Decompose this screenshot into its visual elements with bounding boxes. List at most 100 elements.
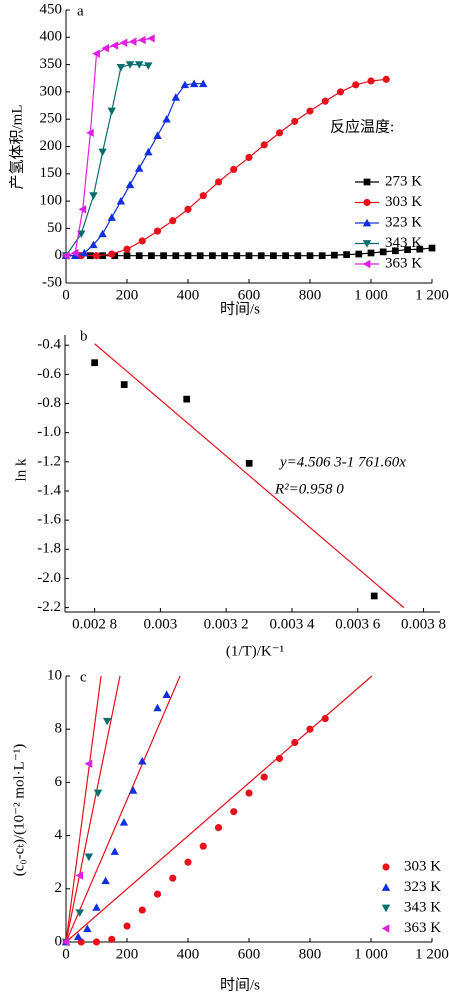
legend-marker xyxy=(363,198,371,207)
legend-marker xyxy=(363,178,371,186)
marker xyxy=(291,738,299,747)
marker xyxy=(416,245,424,253)
marker xyxy=(148,252,155,260)
y-axis-label: (c₀-cₜ)/(10⁻² mol·L⁻¹) xyxy=(11,744,27,876)
marker xyxy=(92,903,101,911)
marker xyxy=(336,88,345,96)
legend-marker xyxy=(382,863,390,871)
y-tick-label: -0.6 xyxy=(37,366,61,382)
marker xyxy=(138,35,146,45)
marker xyxy=(84,853,94,862)
marker xyxy=(214,824,223,832)
marker xyxy=(214,178,223,186)
marker xyxy=(196,252,204,260)
marker xyxy=(83,924,92,933)
marker xyxy=(392,247,399,255)
marker xyxy=(245,789,253,797)
marker xyxy=(306,725,314,733)
y-tick-label: 400 xyxy=(40,29,63,45)
marker xyxy=(84,759,93,768)
fit-line xyxy=(65,675,181,943)
y-tick-label: -1.8 xyxy=(37,541,61,557)
marker xyxy=(138,237,146,245)
legend-marker xyxy=(381,924,390,933)
marker xyxy=(245,252,253,260)
legend-title: 反应温度: xyxy=(330,117,394,135)
marker xyxy=(120,381,128,388)
marker xyxy=(270,252,277,260)
marker xyxy=(107,107,116,116)
panel-label: c xyxy=(80,669,87,685)
marker xyxy=(404,246,411,254)
marker xyxy=(221,252,228,260)
series-line xyxy=(66,78,387,257)
legend-label: 363 K xyxy=(404,920,441,936)
marker xyxy=(77,938,85,946)
x-tick-label: 0.003 xyxy=(144,616,178,632)
marker xyxy=(209,252,216,260)
marker xyxy=(92,252,101,260)
legend-marker xyxy=(362,259,371,269)
marker xyxy=(171,93,180,101)
y-tick-label: 300 xyxy=(40,83,63,99)
y-axis-label: ln k xyxy=(13,458,29,481)
y-tick-label: 150 xyxy=(40,165,63,181)
marker xyxy=(74,932,83,941)
x-tick-label: 600 xyxy=(238,287,261,303)
marker xyxy=(260,141,268,149)
marker xyxy=(138,906,146,914)
marker xyxy=(144,62,153,70)
marker xyxy=(282,252,289,260)
legend-label: 363 K xyxy=(385,255,422,271)
marker xyxy=(367,249,375,257)
y-tick-label: -0.8 xyxy=(37,395,61,411)
marker xyxy=(86,128,94,138)
marker xyxy=(382,75,390,83)
marker xyxy=(169,874,177,882)
x-tick-label: 200 xyxy=(116,287,139,303)
fit-line xyxy=(65,675,102,943)
legend-marker xyxy=(381,904,391,913)
marker xyxy=(125,61,135,69)
marker xyxy=(108,250,116,258)
y-tick-label: 6 xyxy=(55,774,63,790)
y-tick-label: 350 xyxy=(40,56,63,72)
x-axis-label: (1/T)/K⁻¹ xyxy=(226,643,284,659)
marker xyxy=(123,252,131,260)
legend-label: 323 K xyxy=(385,214,422,230)
y-tick-label: -50 xyxy=(42,274,62,290)
marker xyxy=(92,49,100,58)
y-tick-label: -1.4 xyxy=(37,482,61,498)
legend-label: 303 K xyxy=(385,194,422,210)
marker xyxy=(110,41,119,50)
y-tick-label: 200 xyxy=(40,138,63,154)
marker xyxy=(153,703,162,712)
marker xyxy=(199,842,207,850)
marker xyxy=(199,79,208,88)
y-tick-label: -2.2 xyxy=(37,599,61,615)
y-tick-label: 100 xyxy=(40,193,63,209)
marker xyxy=(352,81,360,89)
marker xyxy=(135,252,143,260)
x-tick-label: 1 200 xyxy=(415,946,449,962)
marker xyxy=(184,252,192,260)
marker xyxy=(102,717,112,726)
marker xyxy=(306,107,314,115)
series-line xyxy=(65,63,149,257)
marker xyxy=(101,44,110,53)
x-tick-label: 200 xyxy=(116,946,139,962)
x-tick-label: 0.003 2 xyxy=(204,616,249,632)
series-line xyxy=(66,83,204,257)
marker xyxy=(153,131,162,139)
marker xyxy=(230,808,238,816)
marker xyxy=(110,847,119,855)
marker xyxy=(306,252,314,260)
x-axis-label: 时间/s xyxy=(220,300,260,317)
marker xyxy=(119,818,129,826)
marker xyxy=(294,252,302,260)
y-tick-label: 50 xyxy=(47,220,62,236)
marker xyxy=(78,205,87,214)
marker xyxy=(160,252,167,260)
marker xyxy=(89,240,98,249)
marker xyxy=(172,252,180,260)
